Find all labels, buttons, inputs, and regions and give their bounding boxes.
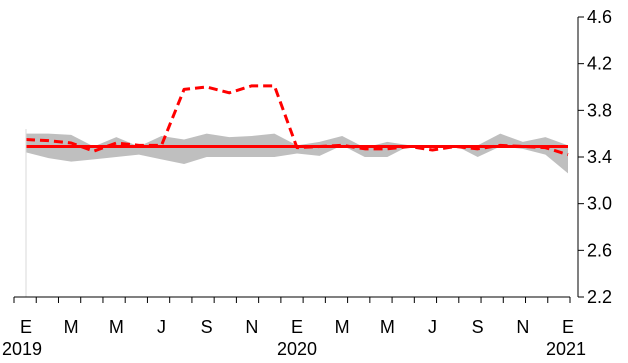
x-month-label: S (201, 317, 213, 337)
range-band (26, 133, 568, 174)
x-year-label: 2021 (546, 339, 586, 358)
label-layer: 2.2 2.6 3.0 3.4 3.8 4.2 4.6 E M M J S N E M M J S N E 2019 20… (2, 7, 612, 359)
series-layer (25, 84, 569, 157)
y-tick-label: 4.2 (587, 54, 612, 74)
x-month-label: J (428, 317, 437, 337)
y-tick-label: 4.6 (587, 7, 612, 27)
x-month-label: M (109, 317, 124, 337)
x-month-label: S (472, 317, 484, 337)
x-month-label: N (516, 317, 529, 337)
x-month-label: E (291, 317, 303, 337)
x-month-label: N (245, 317, 258, 337)
x-year-label: 2020 (277, 339, 317, 358)
y-tick-label: 2.6 (587, 240, 612, 260)
x-month-label: M (64, 317, 79, 337)
y-tick-label: 2.2 (587, 287, 612, 307)
y-tick-label: 3.8 (587, 100, 612, 120)
x-month-label: E (562, 317, 574, 337)
x-month-label: M (380, 317, 395, 337)
x-year-label: 2019 (2, 339, 42, 358)
y-tick-label: 3.4 (587, 147, 612, 167)
y-tick-label: 3.0 (587, 194, 612, 214)
x-month-label: J (157, 317, 166, 337)
x-month-label: E (20, 317, 32, 337)
axis-layer (13, 16, 584, 303)
x-month-label: M (335, 317, 350, 337)
band-layer (26, 133, 568, 174)
